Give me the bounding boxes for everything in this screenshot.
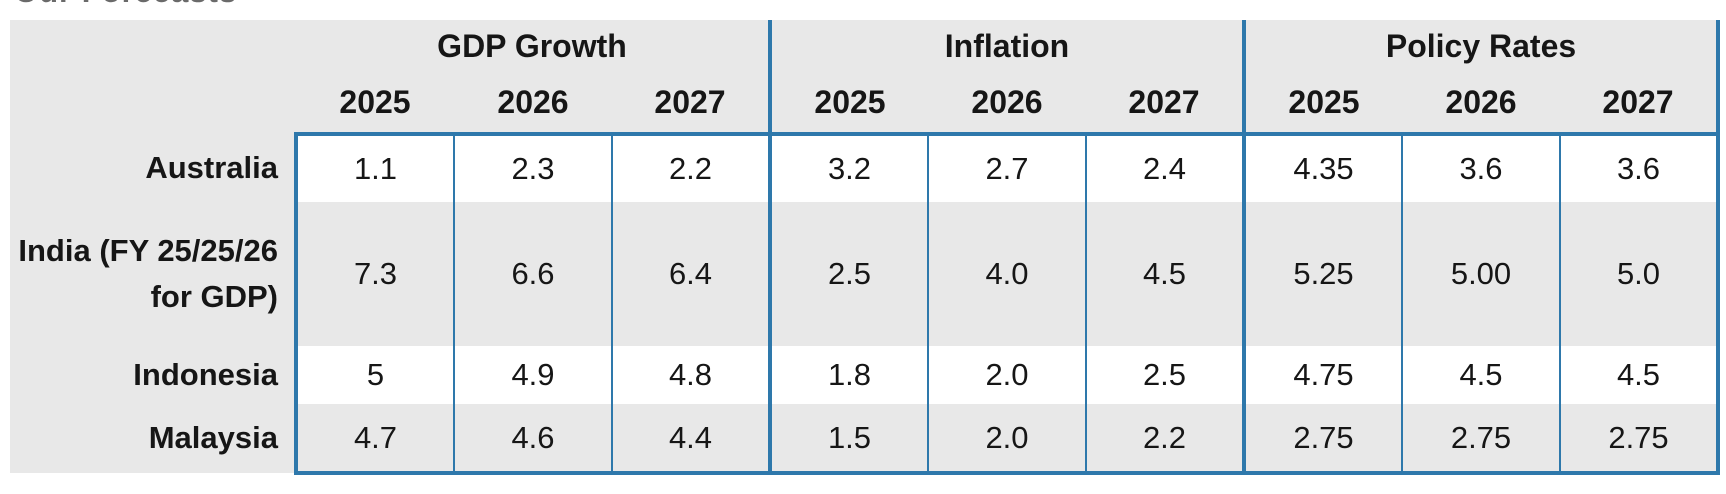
corner-cell <box>10 20 296 72</box>
year-header-inflation-2027: 2027 <box>1086 72 1244 134</box>
year-header-row: 2025 2026 2027 2025 2026 2027 2025 2026 … <box>10 72 1720 134</box>
year-header-gdp-2027: 2027 <box>612 72 770 134</box>
table-row-australia: Australia 1.1 2.3 2.2 3.2 2.7 2.4 4.35 3… <box>10 132 1720 202</box>
group-header-inflation: Inflation <box>768 20 1244 72</box>
group-header-gdp-growth: GDP Growth <box>296 20 770 72</box>
data-cell: 3.2 <box>768 132 928 202</box>
year-header-gdp-2025: 2025 <box>296 72 454 134</box>
data-cell: 2.2 <box>611 132 770 202</box>
data-cell: 6.4 <box>611 202 770 346</box>
data-cell: 2.7 <box>927 132 1086 202</box>
data-cell: 4.7 <box>294 404 454 475</box>
data-cell: 7.3 <box>294 202 454 346</box>
year-header-inflation-2025: 2025 <box>768 72 928 134</box>
data-cell: 5.00 <box>1401 202 1560 346</box>
group-header-row: GDP Growth Inflation Policy Rates <box>10 20 1720 72</box>
data-cell: 2.5 <box>1085 346 1244 404</box>
forecast-table: GDP Growth Inflation Policy Rates 2025 2… <box>10 20 1720 475</box>
data-cell: 1.1 <box>294 132 454 202</box>
data-cell: 5.25 <box>1242 202 1402 346</box>
year-header-inflation-2026: 2026 <box>928 72 1086 134</box>
data-cell: 2.0 <box>927 404 1086 475</box>
row-label-india: India (FY 25/25/26 for GDP) <box>10 202 296 346</box>
year-header-policy-2025: 2025 <box>1242 72 1402 134</box>
data-cell: 4.0 <box>927 202 1086 346</box>
data-cell: 1.8 <box>768 346 928 404</box>
year-header-policy-2027: 2027 <box>1560 72 1720 134</box>
data-cell: 4.5 <box>1085 202 1244 346</box>
year-header-gdp-2026: 2026 <box>454 72 612 134</box>
data-cell: 1.5 <box>768 404 928 475</box>
data-cell: 6.6 <box>453 202 612 346</box>
row-label-indonesia: Indonesia <box>10 346 296 404</box>
row-label-malaysia: Malaysia <box>10 404 296 473</box>
clipped-page-title: Our Forecasts <box>14 0 1726 10</box>
table-row-india: India (FY 25/25/26 for GDP) 7.3 6.6 6.4 … <box>10 202 1720 346</box>
corner-cell <box>10 72 296 134</box>
data-cell: 4.9 <box>453 346 612 404</box>
data-cell: 4.35 <box>1242 132 1402 202</box>
year-header-policy-2026: 2026 <box>1402 72 1560 134</box>
data-cell: 2.3 <box>453 132 612 202</box>
data-cell: 2.75 <box>1401 404 1560 475</box>
data-cell: 4.5 <box>1401 346 1560 404</box>
data-cell: 3.6 <box>1401 132 1560 202</box>
data-cell: 4.5 <box>1559 346 1720 404</box>
table-row-malaysia: Malaysia 4.7 4.6 4.4 1.5 2.0 2.2 2.75 2.… <box>10 404 1720 475</box>
data-cell: 2.0 <box>927 346 1086 404</box>
data-cell: 4.4 <box>611 404 770 475</box>
data-cell: 4.6 <box>453 404 612 475</box>
data-cell: 4.8 <box>611 346 770 404</box>
data-cell: 5.0 <box>1559 202 1720 346</box>
data-cell: 2.4 <box>1085 132 1244 202</box>
data-cell: 2.75 <box>1559 404 1720 475</box>
data-cell: 2.75 <box>1242 404 1402 475</box>
clipped-page-title-text: Our Forecasts <box>14 0 1726 10</box>
data-cell: 4.75 <box>1242 346 1402 404</box>
data-cell: 3.6 <box>1559 132 1720 202</box>
data-cell: 5 <box>294 346 454 404</box>
data-cell: 2.2 <box>1085 404 1244 475</box>
table-row-indonesia: Indonesia 5 4.9 4.8 1.8 2.0 2.5 4.75 4.5… <box>10 346 1720 404</box>
data-cell: 2.5 <box>768 202 928 346</box>
group-header-policy-rates: Policy Rates <box>1242 20 1720 72</box>
row-label-australia: Australia <box>10 134 296 202</box>
